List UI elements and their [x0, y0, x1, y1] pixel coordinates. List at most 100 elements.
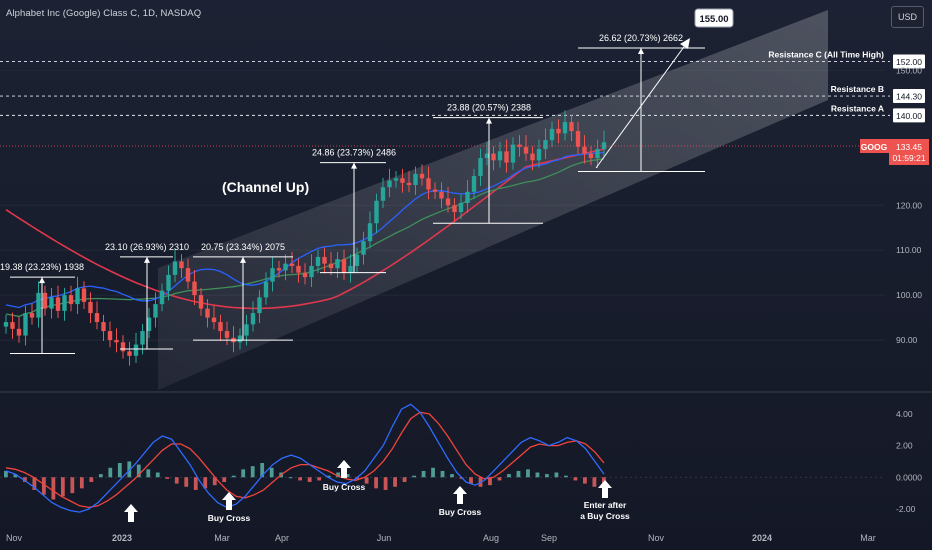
- macd-annotation: Buy Cross: [208, 513, 251, 523]
- macd-histogram-bar: [592, 477, 597, 487]
- macd-histogram-bar: [298, 477, 303, 481]
- macd-histogram-bar: [583, 477, 587, 484]
- candle-body: [575, 131, 581, 147]
- price-axis[interactable]: 150.00 120.00 110.00 100.00 90.00: [896, 65, 922, 345]
- leg-arrowhead: [39, 277, 45, 284]
- candle-body: [218, 322, 223, 332]
- time-tick-label: Apr: [275, 533, 289, 543]
- macd-histogram-bar: [212, 477, 217, 486]
- time-tick-label: Nov: [6, 533, 23, 543]
- candle-body: [3, 322, 9, 327]
- macd-histogram-bar: [203, 477, 208, 489]
- candle-body: [309, 265, 314, 278]
- candle-body: [556, 128, 561, 134]
- candle-body: [562, 122, 568, 134]
- macd-panel: 4.00 2.00 0.0000 -2.00: [0, 403, 922, 514]
- macd-histogram-bar: [22, 477, 27, 483]
- macd-histogram-bar: [526, 469, 530, 478]
- currency-button[interactable]: USD: [891, 6, 924, 28]
- time-axis[interactable]: Nov 2023 Mar Apr Jun Aug Sep Nov 2024 Mar: [6, 533, 876, 543]
- macd-histogram-bar: [250, 466, 255, 478]
- candle-body: [140, 331, 145, 345]
- candle-body: [263, 281, 269, 298]
- candle-body: [250, 313, 256, 325]
- resistance-name: Resistance B: [831, 84, 884, 94]
- price-tick-label: 100.00: [896, 290, 922, 300]
- time-tick-label: Aug: [483, 533, 499, 543]
- macd-histogram-bar: [516, 470, 521, 478]
- macd-histogram-bar: [440, 470, 445, 478]
- candle-body: [94, 313, 100, 323]
- time-tick-label: 2024: [752, 533, 772, 543]
- candle-body: [81, 288, 87, 302]
- candle-body: [237, 335, 243, 343]
- leg-arrowhead: [638, 47, 644, 54]
- candle-body: [10, 322, 15, 329]
- candle-body: [406, 182, 412, 186]
- candle-body: [296, 265, 301, 273]
- macd-histogram-bar: [13, 474, 18, 478]
- macd-histogram-bar: [421, 470, 426, 478]
- candle-body: [16, 328, 22, 336]
- candle-body: [458, 203, 464, 212]
- candle-body: [361, 241, 366, 255]
- buy-cross-arrow: [453, 486, 467, 504]
- candle-body: [283, 263, 288, 271]
- candle-body: [198, 295, 204, 309]
- candle-body: [348, 265, 353, 273]
- macd-histogram-bar: [374, 477, 378, 489]
- time-tick-label: Mar: [214, 533, 230, 543]
- candle-body: [465, 191, 470, 204]
- price-countdown: 01:59:21: [892, 153, 925, 163]
- price-tick-label: 120.00: [896, 200, 922, 210]
- price-tick-label: 150.00: [896, 65, 922, 75]
- candle-body: [107, 331, 113, 341]
- candle-body: [588, 153, 594, 159]
- candle-body: [146, 317, 152, 332]
- candle-body: [322, 256, 327, 264]
- candle-body: [133, 344, 139, 356]
- time-tick-label: Jun: [377, 533, 392, 543]
- candle-body: [471, 176, 477, 192]
- macd-histogram-bar: [554, 472, 559, 478]
- candle-body: [419, 173, 425, 179]
- candle-body: [172, 261, 178, 275]
- candle-body: [270, 268, 275, 282]
- leg-arrowhead: [351, 162, 357, 169]
- candle-body: [75, 288, 80, 305]
- macd-histogram-bar: [288, 477, 293, 479]
- macd-histogram-bar: [89, 477, 94, 483]
- macd-histogram-bar: [155, 472, 160, 478]
- macd-histogram-bar: [51, 477, 56, 500]
- macd-histogram-bar: [4, 470, 8, 478]
- candle-body: [452, 205, 457, 212]
- candle-body: [387, 180, 392, 188]
- candle-body: [445, 198, 451, 206]
- macd-histogram-bar: [383, 477, 388, 490]
- macd-histogram-bar: [573, 477, 578, 481]
- candle-body: [36, 292, 41, 318]
- candle-body: [276, 268, 282, 271]
- leg-label: 24.86 (23.73%) 2486: [312, 148, 396, 158]
- leg-label: 26.62 (20.73%) 2662: [599, 33, 683, 43]
- candle-body: [543, 140, 548, 150]
- resistance-value-box: [893, 54, 925, 69]
- macd-histogram-bar: [469, 477, 473, 484]
- macd-histogram-bar: [127, 461, 132, 478]
- candle-body: [413, 173, 418, 186]
- buy-cross-arrow: [124, 504, 138, 522]
- measurement-legs: 19.38 (23.23%) 1938 23.10 (26.93%) 2310 20…: [0, 33, 705, 355]
- macd-histogram-bar: [136, 464, 141, 478]
- macd-histogram-bar: [98, 474, 103, 478]
- candle-body: [393, 178, 399, 181]
- macd-histogram-bar: [79, 477, 84, 489]
- leg-arrowhead: [144, 256, 150, 263]
- ma50-line: [5, 151, 605, 309]
- price-symbol: GOOG: [861, 142, 888, 152]
- candle-body: [595, 149, 600, 159]
- macd-histogram-bar: [497, 477, 502, 481]
- macd-histogram-bar: [165, 477, 170, 479]
- candle-body: [185, 268, 191, 282]
- macd-annotation: Enter after: [584, 500, 627, 510]
